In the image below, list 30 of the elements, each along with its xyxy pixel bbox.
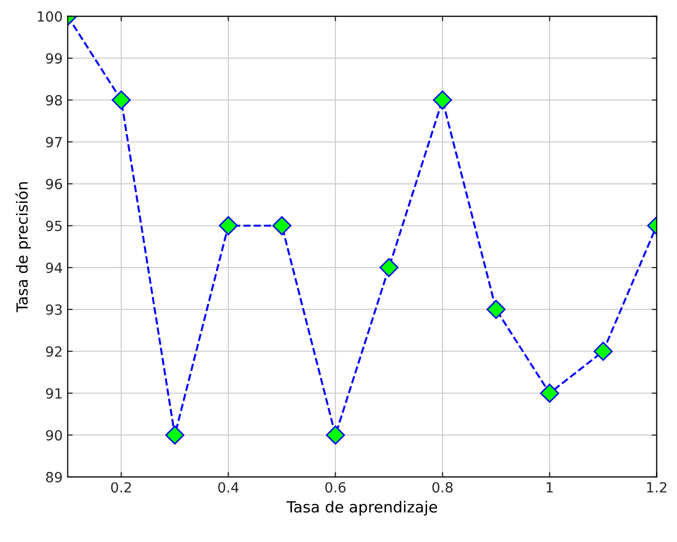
y-tick-label: 93 xyxy=(46,304,62,315)
point xyxy=(326,426,345,445)
x-tick-label: 0.4 xyxy=(218,482,239,493)
y-tick-label: 95 xyxy=(46,220,62,232)
point xyxy=(432,90,452,110)
y-tick-label: 99 xyxy=(46,53,62,64)
x-axis-title: Tasa de aprendizaje xyxy=(286,500,438,516)
point xyxy=(272,216,292,236)
y-tick-label: 100 xyxy=(38,11,62,22)
point xyxy=(594,342,613,361)
y-tick-label: 91 xyxy=(46,388,62,399)
point xyxy=(379,258,398,278)
x-tick-label: 0.2 xyxy=(111,482,131,493)
y-tick-label: 98 xyxy=(46,94,62,106)
point xyxy=(540,384,560,403)
x-tick-label: 1.2 xyxy=(647,482,666,492)
y-tick-label: 89 xyxy=(46,472,62,482)
point xyxy=(486,300,506,319)
x-tick-label: 0.6 xyxy=(325,482,346,493)
y-axis-title: Tasa de precisión xyxy=(15,182,31,312)
point xyxy=(112,90,131,110)
point xyxy=(165,426,184,445)
x-tick-label: 0.8 xyxy=(432,482,453,493)
y-tick-label: 90 xyxy=(46,430,62,441)
y-tick-label: 92 xyxy=(46,346,62,357)
point xyxy=(218,216,238,236)
x-tick-label: 1 xyxy=(546,482,553,492)
y-tick-label: 97 xyxy=(46,136,62,148)
y-tick-label: 94 xyxy=(46,262,62,274)
y-tick-label: 96 xyxy=(46,178,62,190)
